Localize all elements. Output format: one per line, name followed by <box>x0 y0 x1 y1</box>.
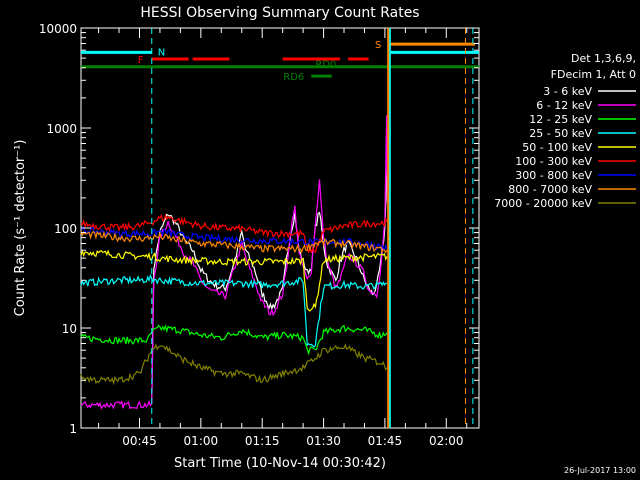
legend-label-2: 12 - 25 keV <box>529 113 592 126</box>
series-line-2 <box>80 324 388 356</box>
series-line-3 <box>80 273 387 348</box>
legend-label-6: 300 - 800 keV <box>515 169 592 182</box>
legend-label-5: 100 - 300 keV <box>515 155 592 168</box>
series-line-7 <box>80 230 388 254</box>
series-layer <box>80 115 388 410</box>
y-tick-label-2: 100 <box>54 222 77 236</box>
y-tick-label-0: 1 <box>69 422 77 436</box>
series-line-1 <box>80 115 388 410</box>
flag-layer: N F RD0 RD6 S <box>81 40 479 83</box>
x-tick-label-1: 01:00 <box>184 434 219 448</box>
chart-title: HESSI Observing Summary Count Rates <box>140 5 419 21</box>
flag-label-1: F <box>138 55 144 66</box>
flag-label-0: N <box>158 47 165 58</box>
legend-header-line-1: Det 1,3,6,9, <box>571 52 636 65</box>
legend-label-3: 25 - 50 keV <box>529 127 592 140</box>
y-tick-label-1: 10 <box>62 322 77 336</box>
date-stamp: 26-Jul-2017 13:00 <box>564 466 636 475</box>
x-tick-label-0: 00:45 <box>122 434 157 448</box>
legend-label-8: 7000 - 20000 keV <box>494 197 592 210</box>
y-tick-label-3: 1000 <box>46 122 77 136</box>
y-axis-label: Count Rate (s⁻¹ detector⁻¹) <box>13 140 28 317</box>
x-tick-label-5: 02:00 <box>429 434 464 448</box>
axis-layer: 00:45 01:00 01:15 01:30 01:45 02:00 1 10 100 1000… <box>39 22 479 448</box>
legend-header-line-2: FDecim 1, Att 0 <box>551 68 636 81</box>
y-tick-label-4: 10000 <box>39 22 77 36</box>
x-tick-label-3: 01:30 <box>306 434 341 448</box>
series-line-8 <box>80 343 388 386</box>
legend-label-7: 800 - 7000 keV <box>508 183 592 196</box>
flag-label-3: RD6 <box>283 72 304 83</box>
flag-label-2: RD0 <box>315 60 336 71</box>
series-line-5 <box>80 213 388 254</box>
legend-label-0: 3 - 6 keV <box>543 85 592 98</box>
x-tick-label-2: 01:15 <box>245 434 280 448</box>
series-line-4 <box>80 249 388 312</box>
x-axis-label: Start Time (10-Nov-14 00:30:42) <box>174 456 386 471</box>
legend-label-1: 6 - 12 keV <box>536 99 592 112</box>
legend-label-4: 50 - 100 keV <box>522 141 592 154</box>
flag-label-4: S <box>375 40 381 51</box>
x-tick-label-4: 01:45 <box>368 434 403 448</box>
